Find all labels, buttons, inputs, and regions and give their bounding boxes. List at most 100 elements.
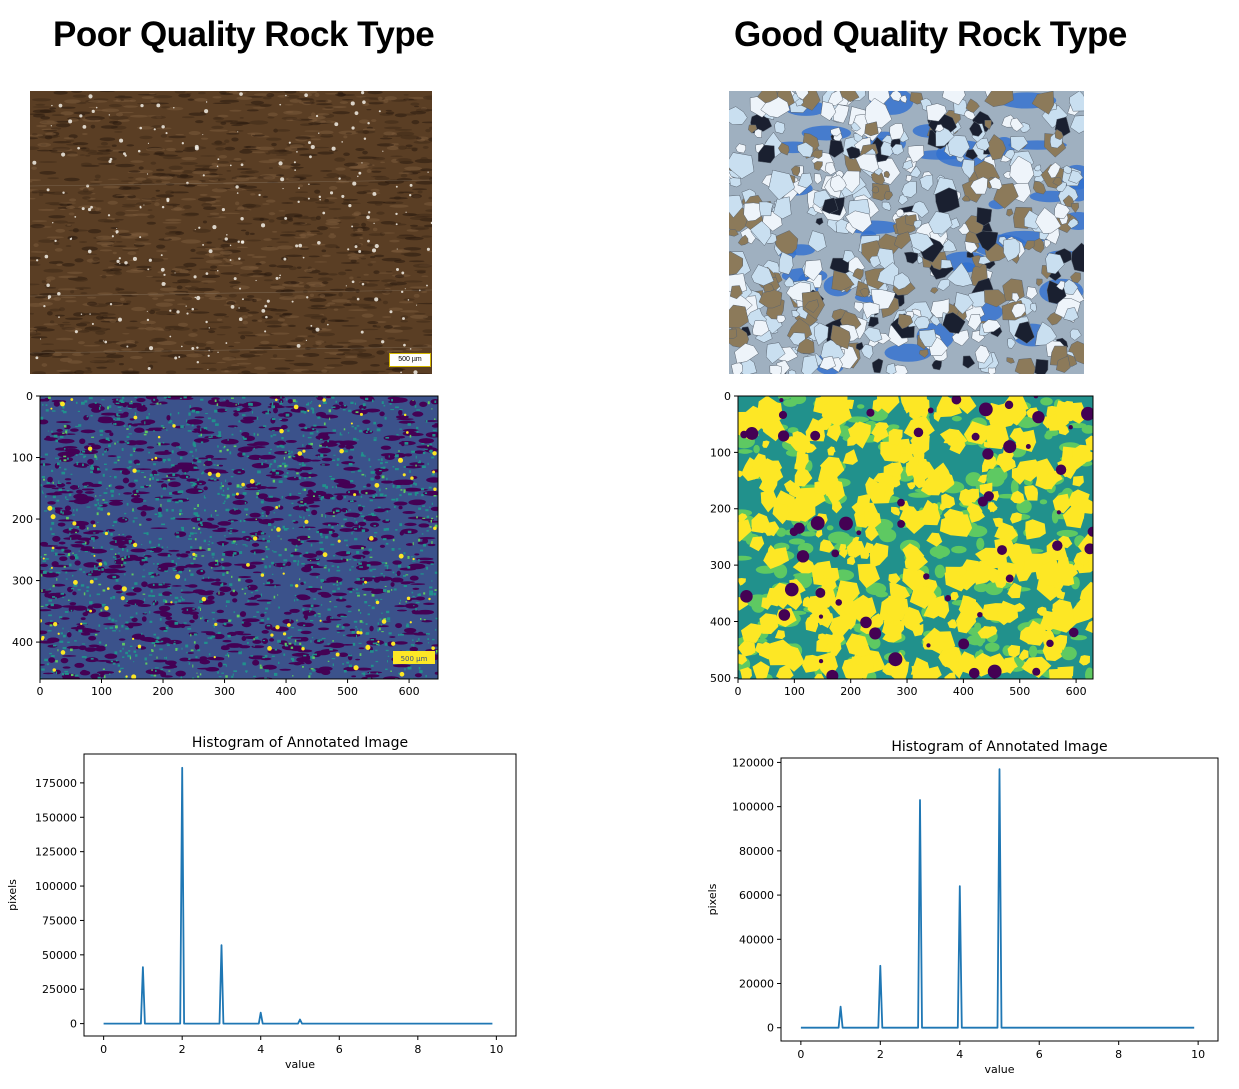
class-dark-patch bbox=[377, 424, 383, 427]
shale-lamina bbox=[220, 251, 233, 255]
class-teal-speck bbox=[372, 569, 376, 570]
shale-lamina bbox=[308, 183, 320, 185]
shale-lamina bbox=[315, 290, 325, 291]
shale-lamina bbox=[217, 319, 223, 322]
shale-lamina bbox=[247, 314, 253, 316]
shale-lamina bbox=[399, 192, 414, 194]
shale-lamina bbox=[329, 186, 338, 190]
class-teal-speck bbox=[134, 651, 137, 653]
class-teal-speck bbox=[155, 600, 156, 603]
class-teal-speck bbox=[254, 645, 255, 646]
class-dark-patch bbox=[261, 506, 274, 511]
class-green-speck bbox=[44, 554, 47, 555]
class-yellow-grain bbox=[133, 416, 137, 420]
class-yellow-grain bbox=[433, 527, 437, 531]
class-teal-speck bbox=[223, 664, 226, 665]
class-dark-patch bbox=[37, 630, 47, 634]
class-teal-speck bbox=[145, 557, 148, 559]
class-teal-speck bbox=[188, 658, 190, 659]
class-teal-speck bbox=[111, 494, 113, 497]
shale-lamina bbox=[366, 109, 371, 110]
class-green-patch bbox=[1040, 499, 1047, 504]
shale-lamina bbox=[264, 279, 274, 281]
class-dark-patch bbox=[251, 446, 266, 448]
bright-grain bbox=[261, 223, 265, 227]
bright-grain bbox=[161, 125, 164, 128]
class-teal-speck bbox=[375, 650, 377, 651]
shale-lamina bbox=[276, 129, 291, 132]
class-teal-speck bbox=[393, 485, 395, 488]
class-dark-patch bbox=[395, 623, 402, 628]
bright-grain bbox=[351, 126, 354, 129]
class-green-speck bbox=[415, 465, 416, 467]
shale-lamina bbox=[309, 284, 326, 288]
class-green-speck bbox=[193, 558, 195, 560]
class-yellow-grain bbox=[125, 675, 127, 677]
class-yellow-grain bbox=[360, 413, 363, 416]
class-teal-speck bbox=[418, 508, 421, 510]
shale-lamina bbox=[252, 135, 265, 137]
shale-lamina bbox=[185, 285, 192, 287]
shale-lamina bbox=[156, 303, 173, 307]
class-green-speck bbox=[224, 446, 226, 448]
class-teal-speck bbox=[376, 673, 378, 675]
shale-lamina bbox=[182, 297, 193, 301]
shale-lamina bbox=[55, 248, 63, 252]
bright-grain bbox=[32, 161, 36, 165]
shale-lamina bbox=[114, 219, 124, 220]
class-teal-speck bbox=[46, 404, 48, 406]
class-dark-patch bbox=[55, 509, 61, 514]
shale-lamina bbox=[201, 138, 209, 140]
class-teal-speck bbox=[164, 630, 168, 632]
class-teal-speck bbox=[66, 433, 67, 434]
bright-grain bbox=[108, 160, 111, 163]
class-teal-speck bbox=[225, 509, 229, 511]
class-green-patch bbox=[976, 538, 984, 550]
shale-lamina bbox=[171, 270, 175, 272]
class-teal-speck bbox=[227, 488, 229, 490]
shale-lamina bbox=[235, 175, 254, 177]
bright-grain bbox=[167, 200, 170, 203]
shale-lamina bbox=[226, 133, 239, 135]
shale-lamina bbox=[220, 100, 239, 103]
class-teal-speck bbox=[109, 405, 111, 408]
class-teal-speck bbox=[412, 596, 414, 597]
class-teal-speck bbox=[45, 454, 48, 456]
class-teal-speck bbox=[171, 464, 175, 466]
class-teal-speck bbox=[299, 477, 301, 480]
class-dark-patch bbox=[339, 528, 353, 532]
shale-lamina bbox=[232, 177, 237, 180]
class-teal-speck bbox=[51, 604, 54, 607]
class-teal-speck bbox=[223, 490, 224, 492]
class-teal-speck bbox=[377, 428, 381, 431]
class-teal-speck bbox=[103, 604, 106, 605]
class-dark-patch bbox=[198, 458, 208, 460]
shale-lamina bbox=[338, 349, 351, 352]
class-dark-patch bbox=[377, 625, 389, 627]
class-dark-patch bbox=[344, 513, 360, 517]
class-green-speck bbox=[309, 477, 311, 478]
class-teal-speck bbox=[142, 576, 145, 578]
class-teal-speck bbox=[163, 487, 166, 489]
shale-lamina bbox=[202, 275, 220, 278]
class-teal-speck bbox=[245, 502, 246, 504]
shale-lamina bbox=[213, 313, 227, 316]
class-teal-speck bbox=[340, 434, 343, 435]
class-teal-speck bbox=[115, 651, 118, 654]
class-dark-patch bbox=[253, 441, 269, 446]
class-teal-speck bbox=[363, 403, 366, 406]
shale-lamina bbox=[326, 173, 339, 177]
class-teal-speck bbox=[55, 597, 57, 599]
shale-lamina bbox=[37, 143, 51, 147]
class-green-speck bbox=[328, 661, 329, 662]
class-teal-speck bbox=[275, 564, 276, 565]
class-green-speck bbox=[194, 508, 196, 509]
class-teal-speck bbox=[215, 564, 219, 565]
class-green-speck bbox=[381, 631, 383, 632]
bright-grain bbox=[217, 166, 219, 168]
class-dark-patch bbox=[47, 501, 55, 504]
shale-lamina bbox=[270, 284, 279, 286]
class-green-speck bbox=[132, 508, 133, 511]
shale-lamina bbox=[126, 144, 134, 146]
class-teal-speck bbox=[91, 554, 95, 555]
